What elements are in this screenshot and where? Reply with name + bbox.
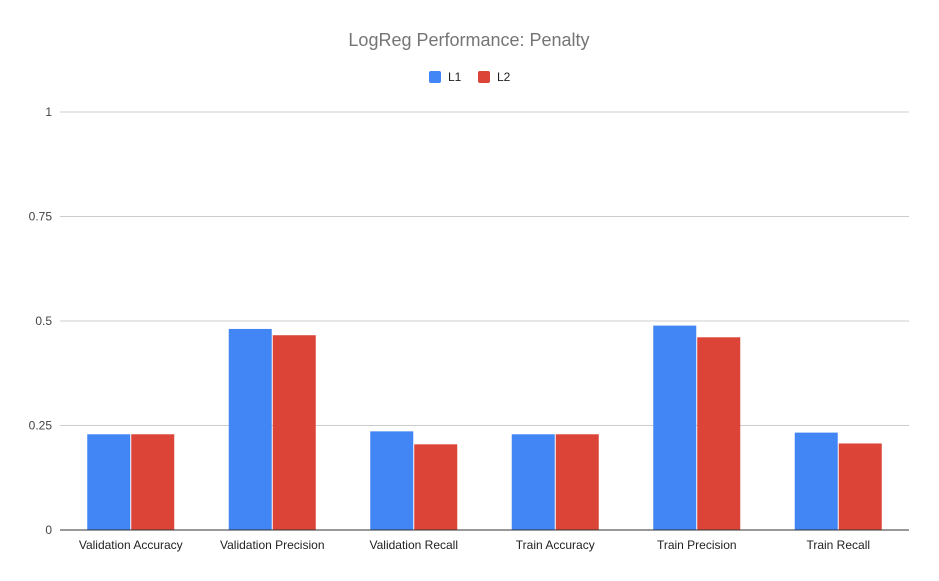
legend-swatch-l1 (429, 71, 441, 83)
gridlines (60, 111, 909, 426)
bar-l1-validation-recall (370, 431, 414, 530)
x-category-label: Validation Accuracy (79, 538, 183, 552)
bar-l2-validation-precision (272, 335, 316, 530)
legend-label-l1: L1 (448, 70, 462, 84)
bar-l2-train-precision (697, 337, 741, 530)
y-tick-label: 1 (45, 105, 52, 119)
y-tick-label: 0.25 (29, 419, 53, 433)
y-tick-label: 0.5 (35, 314, 52, 328)
x-category-label: Validation Precision (220, 538, 325, 552)
chart-title: LogReg Performance: Penalty (348, 30, 589, 50)
bar-l2-train-recall (838, 443, 882, 530)
bar-l1-validation-accuracy (87, 434, 131, 530)
bars (87, 325, 882, 530)
bar-l2-validation-recall (414, 444, 458, 530)
x-category-label: Train Recall (806, 538, 870, 552)
bar-l1-validation-precision (228, 328, 272, 530)
x-category-label: Train Precision (657, 538, 737, 552)
legend: L1 L2 (429, 70, 511, 84)
x-category-label: Train Accuracy (516, 538, 595, 552)
x-category-label: Validation Recall (370, 538, 459, 552)
legend-label-l2: L2 (497, 70, 511, 84)
bar-l1-train-accuracy (511, 434, 555, 530)
y-axis-ticks: 0 0.25 0.5 0.75 1 (29, 105, 53, 537)
x-axis-categories: Validation Accuracy Validation Precision V… (79, 538, 870, 552)
y-tick-label: 0.75 (29, 210, 53, 224)
bar-l2-train-accuracy (555, 434, 599, 530)
bar-l2-validation-accuracy (131, 434, 175, 530)
bar-l1-train-recall (794, 432, 838, 530)
y-tick-label: 0 (45, 523, 52, 537)
bar-l1-train-precision (653, 325, 697, 530)
legend-swatch-l2 (478, 71, 490, 83)
